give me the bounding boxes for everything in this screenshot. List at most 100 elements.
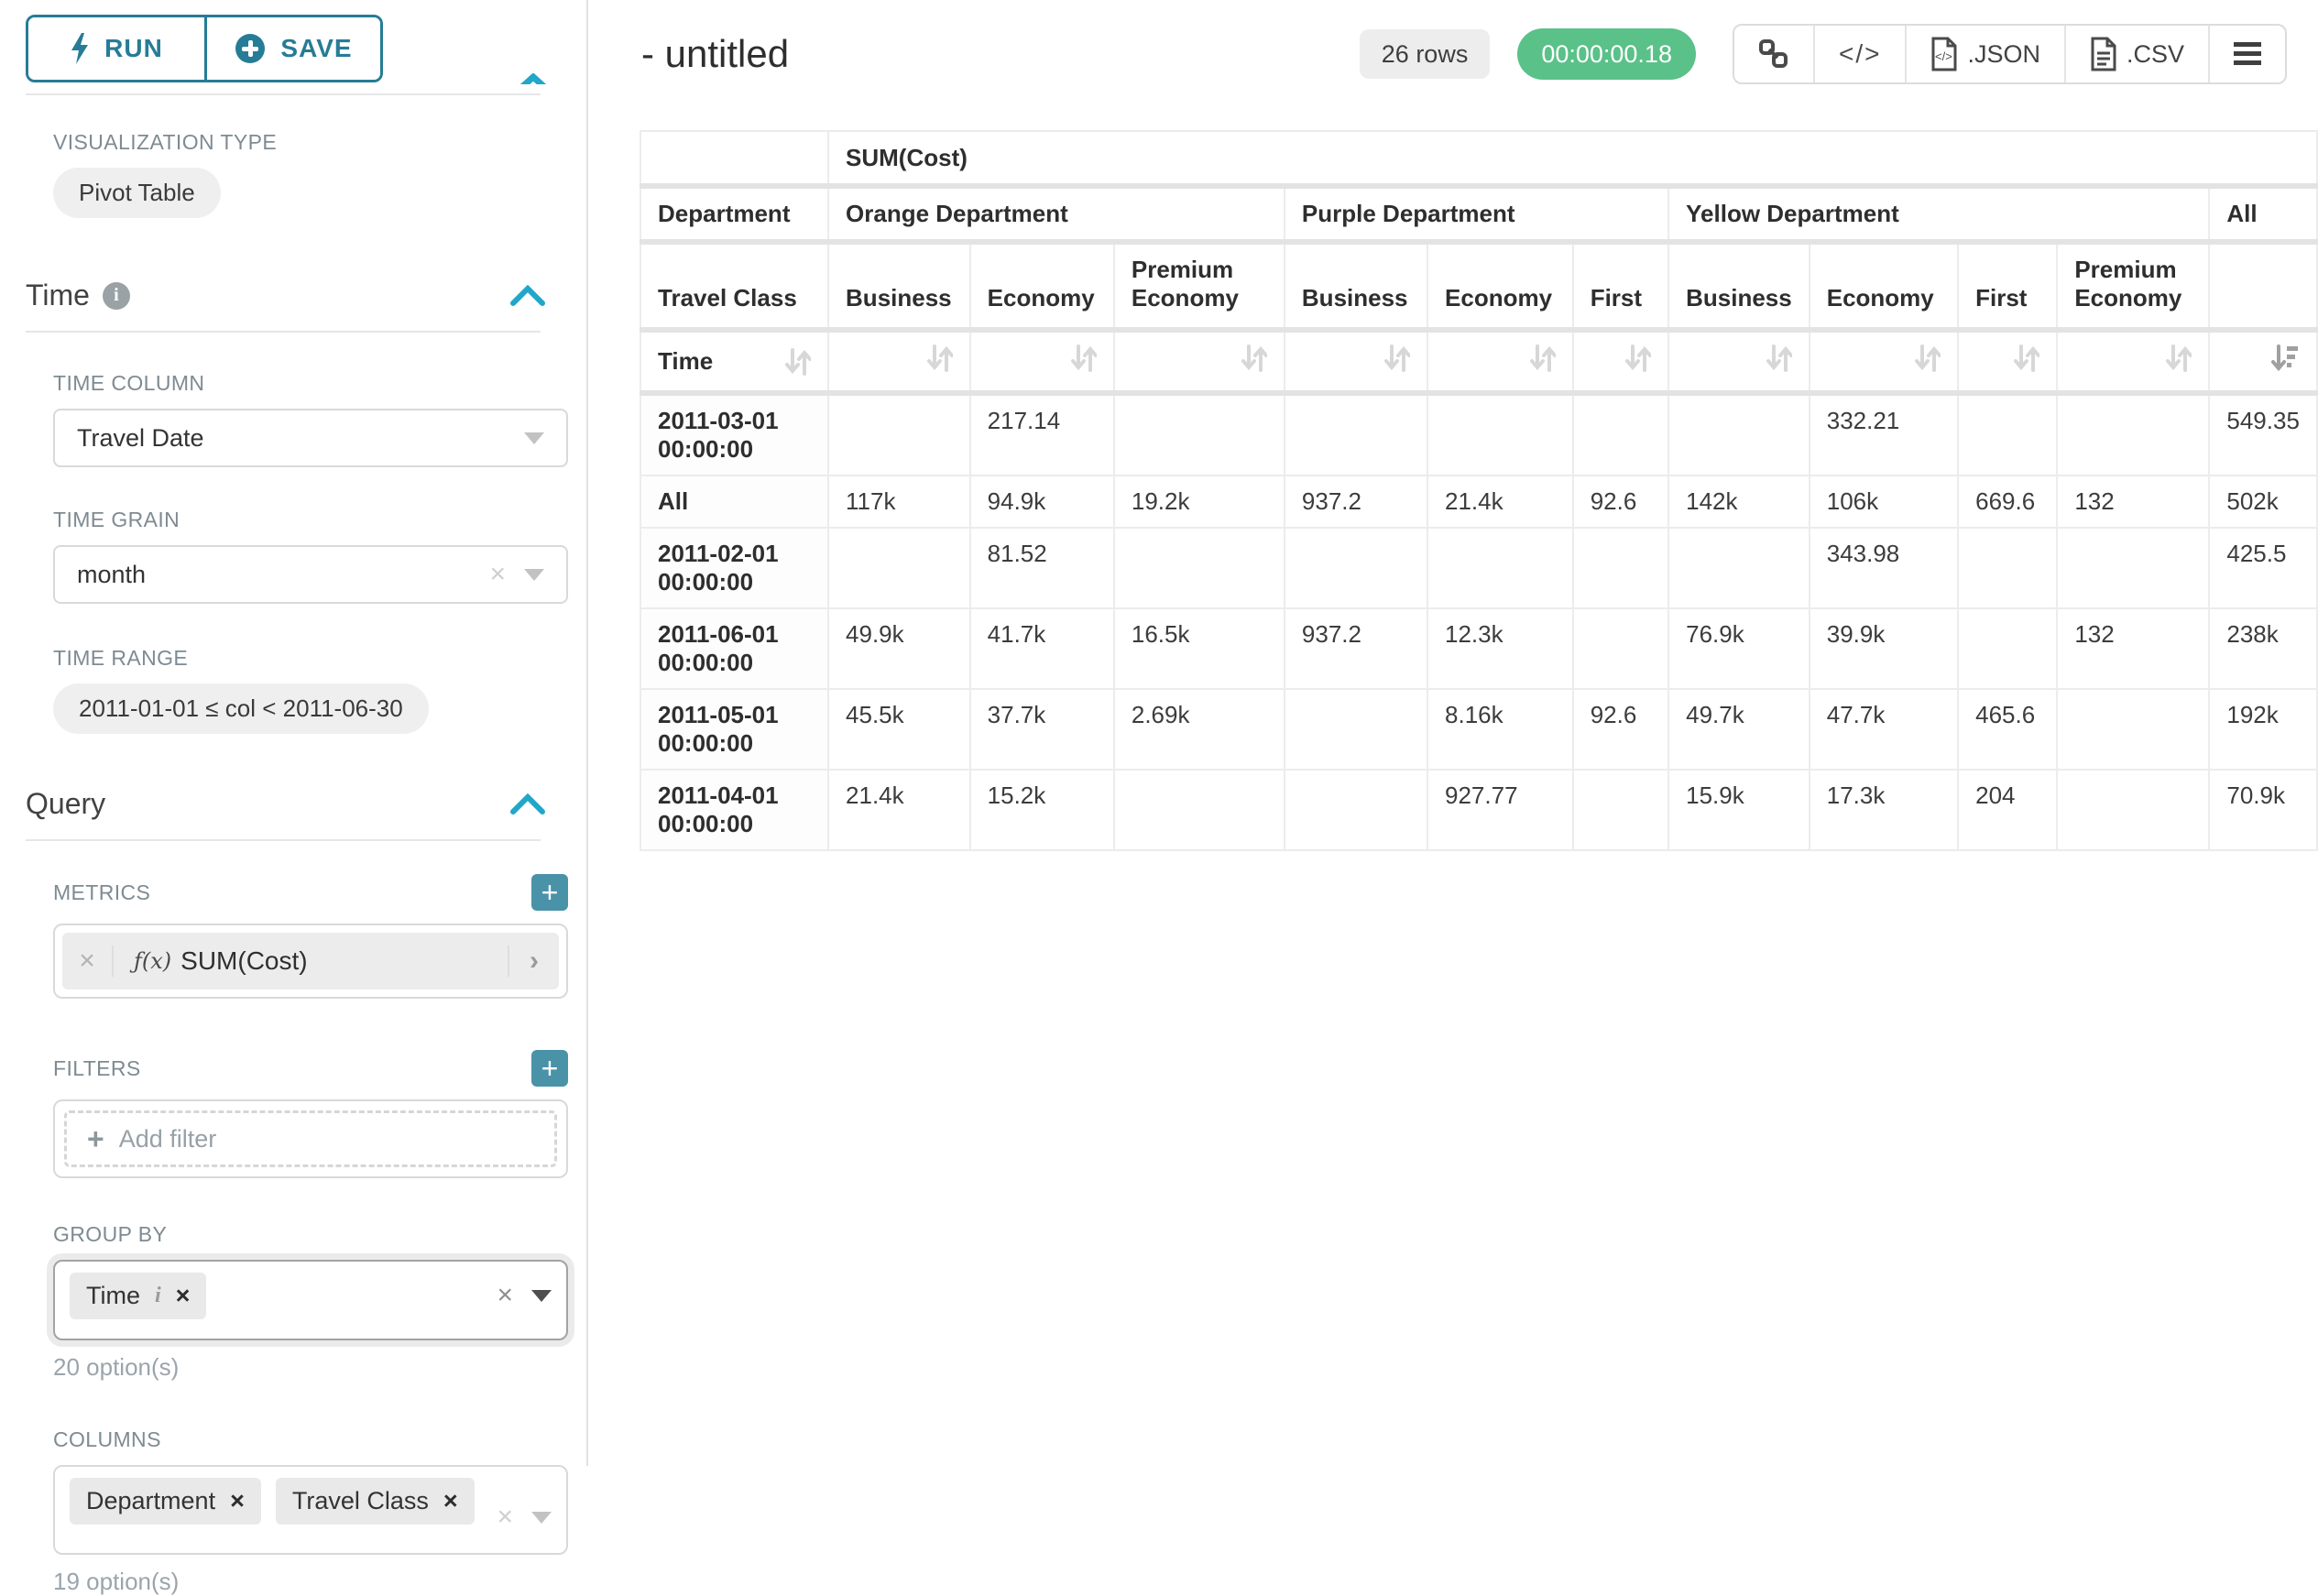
plus-icon: + — [87, 1122, 104, 1156]
pivot-value-cell: 45.5k — [828, 689, 970, 770]
pivot-sort-cell[interactable] — [970, 330, 1114, 393]
remove-metric-icon[interactable]: × — [62, 946, 114, 977]
pivot-value-cell — [1427, 528, 1573, 608]
pivot-sort-cell[interactable] — [1285, 330, 1427, 393]
sort-icon[interactable] — [1766, 344, 1792, 373]
pivot-sort-cell[interactable] — [1958, 330, 2057, 393]
pivot-metric-header: SUM(Cost) — [828, 131, 2317, 186]
info-icon[interactable]: i — [155, 1284, 161, 1308]
chevron-down-icon — [531, 1512, 552, 1524]
collapse-chevron-icon[interactable] — [509, 793, 546, 815]
code-icon: </> — [1839, 39, 1881, 69]
pivot-leaf-col-header: Premium Economy — [1114, 242, 1285, 330]
filters-container: + Add filter — [53, 1099, 568, 1178]
pivot-value-cell — [1114, 393, 1285, 476]
viz-type-pill[interactable]: Pivot Table — [53, 168, 221, 218]
pivot-leaf-col-header: Business — [828, 242, 970, 330]
pivot-leaf-col-header — [2209, 242, 2317, 330]
clear-icon[interactable]: × — [489, 559, 506, 590]
pivot-sort-cell[interactable] — [1810, 330, 1958, 393]
chart-type-collapse-chevron-icon[interactable] — [509, 73, 557, 84]
clear-icon[interactable]: × — [497, 1280, 513, 1311]
pivot-col-dimension-label: Department — [640, 186, 828, 242]
metrics-label: METRICS — [53, 880, 531, 905]
time-section-title: Time — [26, 279, 90, 312]
sort-icon[interactable] — [1915, 344, 1941, 373]
pivot-row-header: All — [640, 476, 828, 528]
chevron-down-icon — [524, 432, 544, 444]
embed-code-button[interactable]: </> — [1813, 26, 1905, 82]
add-filter-button[interactable]: + Add filter — [64, 1110, 557, 1167]
chart-title[interactable]: - untitled — [641, 32, 789, 76]
pivot-sort-cell[interactable] — [1427, 330, 1573, 393]
sort-desc-icon[interactable] — [2270, 344, 2300, 373]
function-icon: ƒ(x) — [134, 948, 171, 974]
sort-icon[interactable] — [1384, 344, 1410, 373]
chevron-down-icon — [531, 1290, 552, 1302]
export-json-button[interactable]: </> .JSON — [1905, 26, 2064, 82]
time-range-pill[interactable]: 2011-01-01 ≤ col < 2011-06-30 — [53, 683, 429, 734]
columns-select[interactable]: Department×Travel Class× × — [53, 1465, 568, 1555]
pivot-value-cell: 47.7k — [1810, 689, 1958, 770]
pivot-sort-cell[interactable] — [828, 330, 970, 393]
run-button[interactable]: RUN — [28, 17, 204, 80]
chevron-right-icon[interactable]: › — [508, 946, 559, 977]
chevron-down-icon — [524, 569, 544, 581]
remove-tag-icon[interactable]: × — [176, 1282, 191, 1310]
remove-tag-icon[interactable]: × — [230, 1487, 245, 1515]
control-panel-scroll: VISUALIZATION TYPE Pivot Table Time i TI… — [0, 90, 586, 1466]
clear-icon[interactable]: × — [497, 1502, 513, 1533]
pivot-value-cell — [1573, 770, 1668, 850]
collapse-chevron-icon[interactable] — [509, 285, 546, 307]
remove-tag-icon[interactable]: × — [443, 1487, 458, 1515]
pivot-row-dimension-label: Travel Class — [640, 242, 828, 330]
pivot-sort-cell[interactable] — [2209, 330, 2317, 393]
pivot-value-cell: 76.9k — [1668, 608, 1810, 689]
pivot-value-cell: 2.69k — [1114, 689, 1285, 770]
pivot-value-cell: 15.2k — [970, 770, 1114, 850]
pivot-sort-cell[interactable] — [1114, 330, 1285, 393]
columns-option-count: 19 option(s) — [53, 1568, 586, 1596]
group-by-select[interactable]: Time i × × — [53, 1260, 568, 1340]
pivot-value-cell: 39.9k — [1810, 608, 1958, 689]
save-button[interactable]: SAVE — [204, 17, 380, 80]
sort-icon[interactable] — [927, 344, 953, 373]
copy-link-button[interactable] — [1734, 26, 1813, 82]
viz-type-label: VISUALIZATION TYPE — [53, 130, 586, 155]
sort-icon[interactable] — [1241, 344, 1267, 373]
pivot-row-header: 2011-05-01 00:00:00 — [640, 689, 828, 770]
pivot-sort-cell[interactable] — [1573, 330, 1668, 393]
pivot-leaf-col-header: Business — [1668, 242, 1810, 330]
pivot-value-cell — [828, 393, 970, 476]
more-options-button[interactable] — [2208, 26, 2285, 82]
metric-pill[interactable]: × ƒ(x) SUM(Cost) › — [62, 933, 559, 989]
pivot-col-group-header: Purple Department — [1285, 186, 1668, 242]
pivot-value-cell: 192k — [2209, 689, 2317, 770]
pivot-value-cell: 49.7k — [1668, 689, 1810, 770]
sort-icon[interactable] — [785, 347, 811, 377]
pivot-sort-cell[interactable] — [1668, 330, 1810, 393]
pivot-col-group-header: Orange Department — [828, 186, 1285, 242]
sort-icon[interactable] — [2014, 344, 2039, 373]
time-grain-select[interactable]: month × — [53, 545, 568, 604]
pivot-value-cell: 332.21 — [1810, 393, 1958, 476]
pivot-sort-cell[interactable] — [2057, 330, 2209, 393]
sort-icon[interactable] — [2166, 344, 2192, 373]
pivot-row-header: 2011-03-01 00:00:00 — [640, 393, 828, 476]
sort-icon[interactable] — [1530, 344, 1556, 373]
sort-icon[interactable] — [1625, 344, 1651, 373]
add-metric-button[interactable]: + — [531, 874, 568, 911]
info-icon[interactable]: i — [103, 282, 130, 310]
export-csv-button[interactable]: .CSV — [2064, 26, 2208, 82]
add-filter-plus-button[interactable]: + — [531, 1050, 568, 1087]
run-save-button-group: RUN SAVE — [26, 15, 383, 82]
pivot-value-cell: 41.7k — [970, 608, 1114, 689]
row-count-badge: 26 rows — [1360, 29, 1491, 79]
sort-icon[interactable] — [1071, 344, 1097, 373]
time-column-select[interactable]: Travel Date — [53, 409, 568, 467]
control-panel: Chart Type RUN SAVE VISUALIZATION TYPE P… — [0, 0, 588, 1466]
